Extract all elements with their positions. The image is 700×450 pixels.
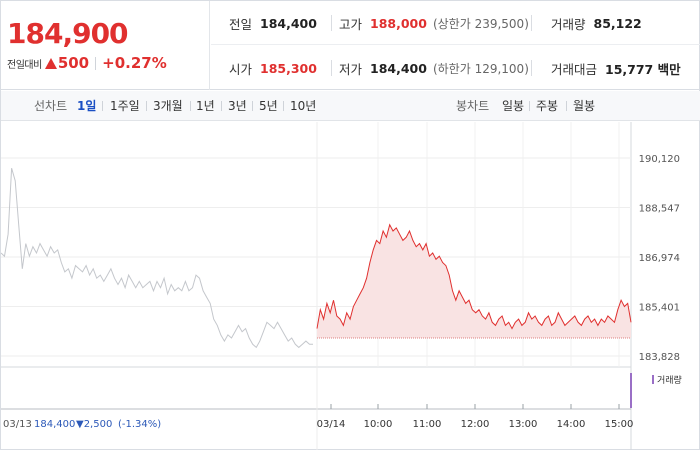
divider xyxy=(252,101,253,111)
change-row: 전일대비 500 +0.27% xyxy=(7,54,167,72)
divider xyxy=(190,101,191,111)
divider xyxy=(531,15,532,31)
tab-1year[interactable]: 1년 xyxy=(196,99,215,113)
divider xyxy=(331,60,332,76)
trade-value-cell: 거래대금 15,777 백만 xyxy=(551,46,681,90)
prev-close-value: 184,400 xyxy=(260,15,317,31)
prev-close-cell: 전일 184,400 xyxy=(229,1,317,45)
trade-value-label: 거래대금 xyxy=(551,61,598,77)
volume-cell: 거래량 85,122 xyxy=(551,1,642,45)
x-tick-label: 10:00 xyxy=(364,419,393,430)
low-cell: 저가 184,400 (하한가 129,100) xyxy=(339,46,529,90)
line-chart-label: 선차트 xyxy=(34,99,68,113)
divider xyxy=(95,56,97,70)
tab-3months[interactable]: 3개월 xyxy=(153,99,183,113)
prev-day-change: ▼2,500 xyxy=(76,419,112,430)
y-tick-label: 190,120 xyxy=(639,154,680,165)
divider xyxy=(283,101,284,111)
prev-day-change-pct: (-1.34%) xyxy=(118,419,161,430)
y-axis-ticks: 190,120 188,547 186,974 185,401 183,828 xyxy=(639,154,680,363)
tab-weekly-candle[interactable]: 주봉 xyxy=(536,99,559,113)
change-label: 전일대비 xyxy=(7,59,42,71)
divider xyxy=(331,15,332,31)
price-chart-svg: 거래량 190,120188,547186,974185,401183,828 … xyxy=(0,122,682,450)
divider xyxy=(566,101,567,111)
volume-label: 거래량 xyxy=(551,16,586,32)
trade-value: 15,777 백만 xyxy=(605,61,681,77)
tab-10years[interactable]: 10년 xyxy=(290,99,317,113)
candle-chart-label: 봉차트 xyxy=(456,99,490,113)
open-value: 185,300 xyxy=(260,60,317,76)
high-cell: 고가 188,000 (상한가 239,500) xyxy=(339,1,529,45)
today-area xyxy=(317,224,631,338)
today-line xyxy=(316,223,632,330)
period-tabs: 선차트 1일 1주일 3개월 1년 3년 5년 10년 봉차트 일봉 주봉 월봉 xyxy=(1,91,700,121)
prev-day-line xyxy=(0,167,313,349)
stats-row-1: 전일 184,400 고가 188,000 (상한가 239,500) 거래량 … xyxy=(211,1,700,45)
open-cell: 시가 185,300 xyxy=(229,46,317,90)
divider xyxy=(529,101,530,111)
volume-legend-swatch xyxy=(652,375,654,384)
volume-value: 85,122 xyxy=(593,15,642,31)
tab-5years[interactable]: 5년 xyxy=(259,99,278,113)
divider xyxy=(221,101,222,111)
change-percent: +0.27% xyxy=(102,54,167,72)
high-label: 고가 xyxy=(339,16,363,32)
price-box: 184,900 전일대비 500 +0.27% xyxy=(1,1,210,90)
high-value: 188,000 xyxy=(370,15,427,31)
divider xyxy=(102,101,103,111)
current-price: 184,900 xyxy=(7,17,129,50)
prev-close-label: 전일 xyxy=(229,16,253,32)
quote-summary: 184,900 전일대비 500 +0.27% 전일 184,400 고가 18… xyxy=(1,1,700,90)
x-tick-label: 03/14 xyxy=(317,419,346,430)
x-tick-label: 14:00 xyxy=(557,419,586,430)
x-tick-label: 12:00 xyxy=(461,419,490,430)
prev-day-close: 184,400 xyxy=(34,419,75,430)
y-tick-label: 186,974 xyxy=(639,253,680,264)
up-arrow-icon xyxy=(44,57,57,69)
y-tick-label: 185,401 xyxy=(639,303,680,314)
volume-legend-label: 거래량 xyxy=(657,374,682,386)
upper-limit: (상한가 239,500) xyxy=(432,16,529,31)
low-value: 184,400 xyxy=(370,60,427,76)
tab-3years[interactable]: 3년 xyxy=(228,99,247,113)
y-tick-label: 188,547 xyxy=(639,204,680,215)
x-tick-label: 15:00 xyxy=(605,419,634,430)
price-chart: 거래량 190,120 188,547 186,974 185,401 183,828 … xyxy=(0,122,700,450)
tab-1week[interactable]: 1주일 xyxy=(110,99,140,113)
lower-limit: (하한가 129,100) xyxy=(432,61,529,76)
change-amount: 500 xyxy=(57,54,90,72)
x-tick-label: 13:00 xyxy=(509,419,538,430)
prev-day-date: 03/13 xyxy=(3,419,32,430)
divider xyxy=(531,60,532,76)
tab-daily-candle[interactable]: 일봉 xyxy=(502,99,525,113)
tab-monthly-candle[interactable]: 월봉 xyxy=(573,99,596,113)
stats-grid: 전일 184,400 고가 188,000 (상한가 239,500) 거래량 … xyxy=(211,1,700,90)
x-tick-label: 11:00 xyxy=(413,419,442,430)
open-label: 시가 xyxy=(229,61,253,77)
y-tick-label: 183,828 xyxy=(639,352,680,363)
x-axis-labels: 03/14 10:00 11:00 12:00 13:00 14:00 15:00 xyxy=(317,404,634,430)
stats-row-2: 시가 185,300 저가 184,400 (하한가 129,100) 거래대금… xyxy=(211,46,700,90)
low-label: 저가 xyxy=(339,61,363,77)
divider xyxy=(146,101,147,111)
tab-1day[interactable]: 1일 xyxy=(77,99,97,113)
